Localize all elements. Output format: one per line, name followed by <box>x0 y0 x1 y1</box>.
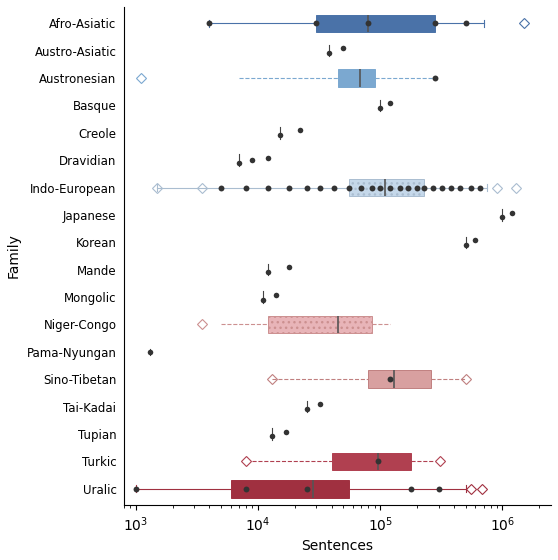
Bar <box>231 480 349 497</box>
Point <box>217 183 226 192</box>
Point <box>267 432 276 441</box>
Point <box>263 183 272 192</box>
Point <box>455 183 464 192</box>
Point <box>420 183 429 192</box>
Point <box>430 19 439 28</box>
Point <box>302 183 311 192</box>
Point <box>407 484 416 493</box>
Bar <box>349 179 425 197</box>
Point <box>364 19 373 28</box>
Point <box>437 183 446 192</box>
Point <box>386 99 395 108</box>
Point <box>367 183 376 192</box>
Point <box>131 484 140 493</box>
Point <box>373 457 382 466</box>
Point <box>248 156 257 165</box>
Point <box>471 235 480 244</box>
Point <box>404 183 413 192</box>
Point <box>475 183 484 192</box>
Point <box>271 290 280 299</box>
Point <box>285 263 294 272</box>
Point <box>285 183 294 192</box>
Point <box>263 268 272 277</box>
Point <box>466 183 475 192</box>
Point <box>330 183 339 192</box>
Point <box>446 183 455 192</box>
Point <box>302 484 311 493</box>
Point <box>324 49 333 58</box>
Point <box>263 153 272 162</box>
Point <box>344 183 353 192</box>
Point <box>386 183 395 192</box>
Bar <box>316 15 435 32</box>
Point <box>302 405 311 414</box>
Point <box>315 400 324 409</box>
Bar <box>338 69 374 87</box>
Point <box>430 74 439 83</box>
Bar <box>331 452 411 470</box>
Y-axis label: Family: Family <box>7 234 21 278</box>
Point <box>386 375 395 384</box>
Point <box>312 19 321 28</box>
Point <box>275 131 284 140</box>
X-axis label: Sentences: Sentences <box>301 539 373 553</box>
Point <box>357 183 366 192</box>
Point <box>242 484 251 493</box>
Point <box>461 240 470 249</box>
Point <box>235 158 244 167</box>
Point <box>508 208 517 217</box>
Point <box>498 213 507 222</box>
Point <box>145 347 154 356</box>
Point <box>461 19 470 28</box>
Bar <box>268 316 372 333</box>
Point <box>259 295 268 304</box>
Point <box>295 126 304 135</box>
Point <box>376 104 384 113</box>
Point <box>396 183 405 192</box>
Point <box>315 183 324 192</box>
Point <box>205 19 214 28</box>
Bar <box>368 371 431 388</box>
Point <box>282 427 291 436</box>
Point <box>339 44 348 53</box>
Point <box>429 183 437 192</box>
Point <box>434 484 443 493</box>
Point <box>376 183 384 192</box>
Point <box>242 183 251 192</box>
Point <box>412 183 421 192</box>
